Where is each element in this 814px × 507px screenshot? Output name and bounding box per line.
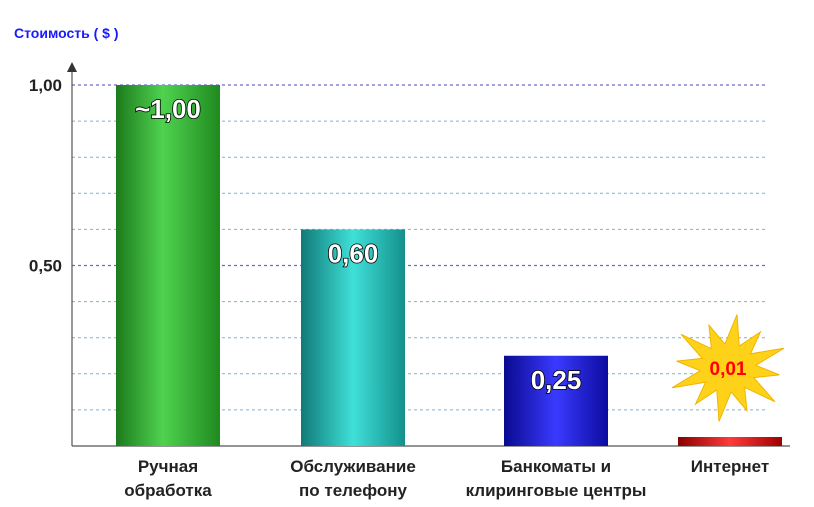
category-label-0-1: обработка bbox=[124, 481, 212, 500]
bar-1 bbox=[301, 229, 405, 446]
y-tick-label-1: 0,50 bbox=[29, 257, 62, 276]
y-ticks: 1,00 0,50 bbox=[29, 76, 62, 276]
bar-0 bbox=[116, 85, 220, 446]
category-labels: Ручная обработка Обслуживание по телефону Ба… bbox=[124, 457, 769, 500]
y-tick-label-0: 1,00 bbox=[29, 76, 62, 95]
data-label-1: 0,60 bbox=[328, 238, 379, 268]
y-axis-arrow bbox=[67, 62, 77, 72]
y-axis-label: Стоимость ( $ ) bbox=[14, 25, 119, 41]
starburst-callout bbox=[671, 314, 785, 422]
category-label-1-1: по телефону bbox=[299, 481, 407, 500]
category-label-2-0: Банкоматы и bbox=[501, 457, 611, 476]
bar-2 bbox=[504, 355, 608, 446]
data-labels: ~1,00 0,60 0,25 0,01 bbox=[134, 93, 785, 422]
category-label-0-0: Ручная bbox=[138, 457, 198, 476]
data-label-2: 0,25 bbox=[531, 365, 582, 395]
data-label-3: 0,01 bbox=[710, 359, 747, 380]
category-label-2-1: клиринговые центры bbox=[466, 481, 647, 500]
bar-3 bbox=[678, 437, 782, 446]
data-label-0: ~1,00 bbox=[135, 94, 201, 124]
category-label-3-0: Интернет bbox=[691, 457, 769, 476]
bars bbox=[116, 85, 782, 446]
category-label-1-0: Обслуживание bbox=[290, 457, 416, 476]
